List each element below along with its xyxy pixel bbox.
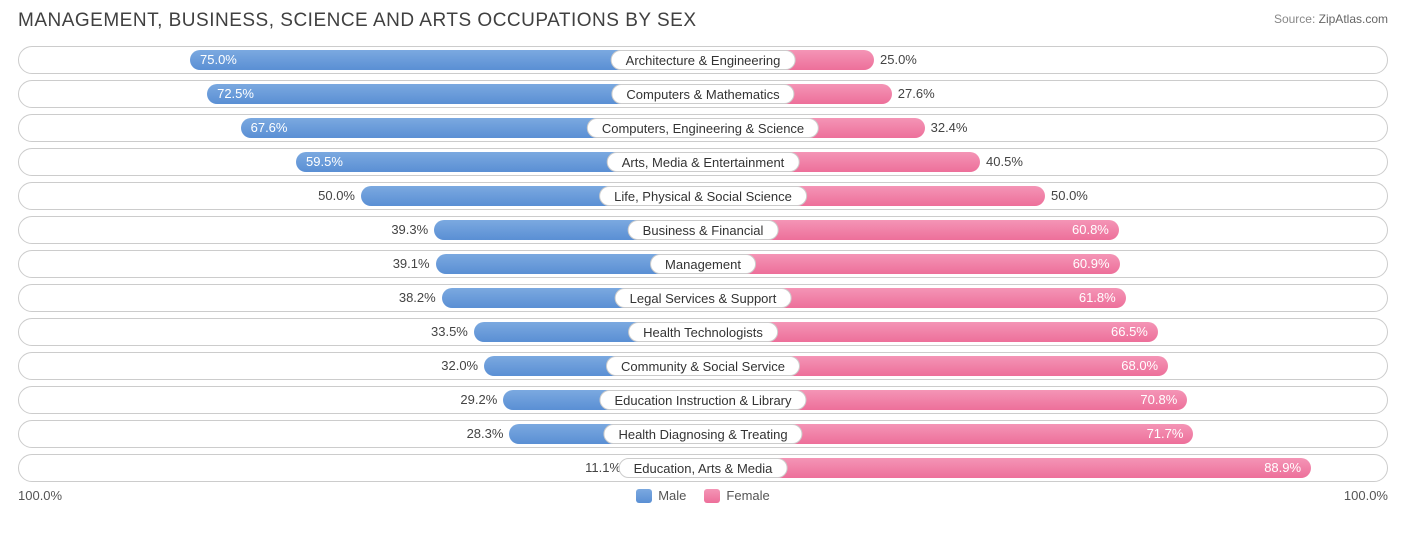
chart-row: 33.5% 66.5% Health Technologists — [18, 318, 1388, 346]
category-label: Education, Arts & Media — [619, 458, 788, 478]
pct-label-male: 50.0% — [318, 188, 355, 203]
pct-label-male: 75.0% — [200, 52, 237, 67]
pct-label-female: 66.5% — [1111, 324, 1148, 339]
legend: Male Female — [636, 488, 770, 503]
axis-right-label: 100.0% — [1344, 488, 1388, 503]
pct-label-female: 68.0% — [1121, 358, 1158, 373]
legend-item-female: Female — [704, 488, 769, 503]
diverging-bar-chart: 75.0% 25.0% Architecture & Engineering 72.5… — [18, 46, 1388, 482]
pct-label-male: 28.3% — [467, 426, 504, 441]
legend-label-female: Female — [726, 488, 769, 503]
bar-female — [703, 254, 1120, 274]
chart-row: 11.1% 88.9% Education, Arts & Media — [18, 454, 1388, 482]
chart-row: 75.0% 25.0% Architecture & Engineering — [18, 46, 1388, 74]
chart-row: 72.5% 27.6% Computers & Mathematics — [18, 80, 1388, 108]
pct-label-male: 67.6% — [251, 120, 288, 135]
pct-label-male: 72.5% — [217, 86, 254, 101]
header: MANAGEMENT, BUSINESS, SCIENCE AND ARTS O… — [18, 10, 1388, 32]
chart-row: 50.0% 50.0% Life, Physical & Social Scienc… — [18, 182, 1388, 210]
pct-label-female: 61.8% — [1079, 290, 1116, 305]
chart-row: 39.3% 60.8% Business & Financial — [18, 216, 1388, 244]
category-label: Life, Physical & Social Science — [599, 186, 807, 206]
category-label: Arts, Media & Entertainment — [607, 152, 800, 172]
pct-label-male: 59.5% — [306, 154, 343, 169]
pct-label-male: 39.3% — [391, 222, 428, 237]
legend-swatch-female — [704, 489, 720, 503]
source-value: ZipAtlas.com — [1319, 12, 1388, 26]
category-label: Community & Social Service — [606, 356, 800, 376]
category-label: Computers & Mathematics — [611, 84, 794, 104]
source-label: Source: — [1274, 12, 1315, 26]
category-label: Legal Services & Support — [615, 288, 792, 308]
chart-row: 67.6% 32.4% Computers, Engineering & Scien… — [18, 114, 1388, 142]
pct-label-female: 60.9% — [1073, 256, 1110, 271]
pct-label-female: 32.4% — [931, 120, 968, 135]
legend-item-male: Male — [636, 488, 686, 503]
legend-label-male: Male — [658, 488, 686, 503]
chart-row: 29.2% 70.8% Education Instruction & Librar… — [18, 386, 1388, 414]
category-label: Business & Financial — [628, 220, 779, 240]
pct-label-female: 25.0% — [880, 52, 917, 67]
pct-label-female: 70.8% — [1140, 392, 1177, 407]
pct-label-female: 88.9% — [1264, 460, 1301, 475]
category-label: Education Instruction & Library — [599, 390, 806, 410]
chart-row: 32.0% 68.0% Community & Social Service — [18, 352, 1388, 380]
pct-label-female: 27.6% — [898, 86, 935, 101]
pct-label-male: 39.1% — [393, 256, 430, 271]
source-attribution: Source: ZipAtlas.com — [1274, 10, 1388, 26]
pct-label-male: 32.0% — [441, 358, 478, 373]
category-label: Health Technologists — [628, 322, 778, 342]
chart-row: 59.5% 40.5% Arts, Media & Entertainment — [18, 148, 1388, 176]
pct-label-female: 71.7% — [1147, 426, 1184, 441]
category-label: Management — [650, 254, 756, 274]
category-label: Health Diagnosing & Treating — [603, 424, 802, 444]
pct-label-male: 38.2% — [399, 290, 436, 305]
pct-label-male: 29.2% — [460, 392, 497, 407]
pct-label-female: 50.0% — [1051, 188, 1088, 203]
category-label: Computers, Engineering & Science — [587, 118, 819, 138]
pct-label-male: 33.5% — [431, 324, 468, 339]
bar-female — [703, 458, 1311, 478]
chart-title: MANAGEMENT, BUSINESS, SCIENCE AND ARTS O… — [18, 10, 697, 32]
legend-swatch-male — [636, 489, 652, 503]
category-label: Architecture & Engineering — [611, 50, 796, 70]
pct-label-female: 40.5% — [986, 154, 1023, 169]
chart-row: 38.2% 61.8% Legal Services & Support — [18, 284, 1388, 312]
pct-label-male: 11.1% — [585, 460, 621, 475]
chart-row: 28.3% 71.7% Health Diagnosing & Treating — [18, 420, 1388, 448]
chart-row: 39.1% 60.9% Management — [18, 250, 1388, 278]
axis-left-label: 100.0% — [18, 488, 62, 503]
pct-label-female: 60.8% — [1072, 222, 1109, 237]
chart-footer: 100.0% Male Female 100.0% — [18, 488, 1388, 503]
